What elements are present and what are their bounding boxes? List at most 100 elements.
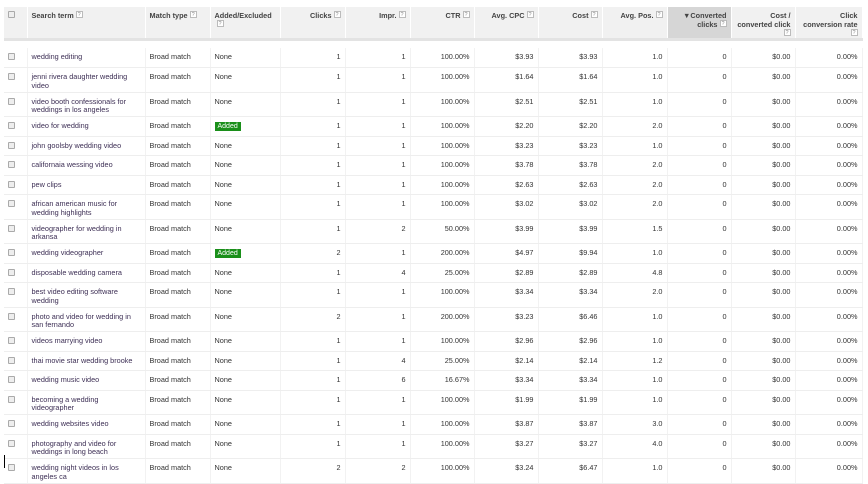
cell-ctr: 200.00% — [410, 243, 475, 264]
cell-impressions: 1 — [345, 390, 411, 415]
cell-search-term: californaia wessing video — [27, 155, 146, 176]
row-checkbox[interactable] — [8, 53, 15, 60]
help-icon[interactable]: ? — [719, 20, 727, 27]
cell-click-conversion-rate: 0.00% — [795, 390, 863, 415]
help-icon[interactable]: ? — [333, 11, 341, 18]
help-icon[interactable]: ? — [526, 11, 534, 18]
column-header-cost[interactable]: Cost? — [538, 7, 603, 41]
help-icon[interactable]: ? — [655, 11, 663, 18]
cell-match-type: Broad match — [145, 243, 211, 264]
cell-converted-clicks: 0 — [667, 155, 732, 176]
cell-clicks: 1 — [280, 175, 346, 195]
row-checkbox[interactable] — [8, 439, 15, 447]
cell-ctr: 200.00% — [410, 307, 475, 332]
help-icon[interactable]: ? — [216, 20, 224, 27]
cell-avg-cpc: $3.34 — [474, 282, 539, 308]
column-label: Cost — [572, 11, 589, 20]
row-checkbox[interactable] — [8, 312, 15, 320]
cell-impressions: 1 — [345, 116, 411, 137]
column-label: Clicks — [310, 11, 332, 20]
cell-ctr: 25.00% — [410, 351, 475, 371]
row-checkbox[interactable] — [8, 288, 15, 295]
row-checkbox[interactable] — [8, 224, 15, 232]
row-checkbox[interactable] — [8, 122, 15, 129]
cell-avg-cpc: $2.51 — [474, 92, 539, 117]
cell-added-excluded: None — [210, 414, 281, 435]
cell-clicks: 1 — [280, 331, 346, 352]
column-header-avg-pos[interactable]: Avg. Pos.? — [602, 7, 668, 41]
cell-clicks: 1 — [280, 390, 346, 415]
cell-clicks: 2 — [280, 307, 346, 332]
cell-avg-cpc: $3.23 — [474, 307, 539, 332]
help-icon[interactable]: ? — [75, 11, 83, 18]
cell-cost-per-converted-click: $0.00 — [731, 116, 796, 137]
help-icon[interactable]: ? — [783, 29, 791, 36]
row-checkbox[interactable] — [8, 395, 15, 403]
row-checkbox[interactable] — [8, 180, 15, 188]
cell-avg-cpc: $1.99 — [474, 390, 539, 415]
cell-clicks: 1 — [280, 219, 346, 244]
cell-search-term: best video editing software wedding — [27, 282, 146, 308]
cell-ctr: 100.00% — [410, 175, 475, 195]
help-icon[interactable]: ? — [850, 29, 858, 36]
cell-cost: $3.23 — [538, 136, 603, 156]
row-checkbox[interactable] — [8, 200, 15, 207]
cell-added-excluded: None — [210, 48, 281, 68]
help-icon[interactable]: ? — [590, 11, 598, 18]
column-label: Search term — [31, 11, 74, 20]
row-checkbox[interactable] — [8, 376, 15, 383]
row-checkbox[interactable] — [8, 97, 15, 105]
cell-cost: $2.89 — [538, 263, 603, 283]
cell-cost: $9.94 — [538, 243, 603, 264]
help-icon[interactable]: ? — [398, 11, 406, 18]
row-checkbox[interactable] — [8, 464, 15, 471]
row-checkbox[interactable] — [8, 141, 15, 149]
column-header-ctr[interactable]: CTR? — [410, 7, 475, 41]
select-all-checkbox[interactable] — [8, 11, 15, 18]
cell-cost-per-converted-click: $0.00 — [731, 458, 796, 484]
cell-avg-cpc: $2.63 — [474, 175, 539, 195]
cell-cost: $2.20 — [538, 116, 603, 137]
cell-clicks: 1 — [280, 136, 346, 156]
column-header-click-conversion-rate[interactable]: Click conversion rate? — [795, 7, 863, 41]
column-header-search-term[interactable]: Search term? — [27, 7, 146, 41]
row-checkbox[interactable] — [8, 337, 15, 344]
column-label: CTR — [445, 11, 461, 20]
column-header-avg-cpc[interactable]: Avg. CPC? — [474, 7, 539, 41]
row-checkbox[interactable] — [8, 249, 15, 256]
cell-converted-clicks: 0 — [667, 414, 732, 435]
cell-added-excluded: Added — [210, 243, 281, 264]
column-header-match-type[interactable]: Match type? — [145, 7, 211, 41]
row-select-cell — [4, 48, 28, 68]
cell-converted-clicks: 0 — [667, 175, 732, 195]
column-header-clicks[interactable]: Clicks? — [280, 7, 346, 41]
column-header-converted-clicks[interactable]: ▼Converted clicks? — [667, 7, 732, 41]
cell-impressions: 1 — [345, 331, 411, 352]
text-cursor — [4, 455, 5, 468]
cell-clicks: 2 — [280, 243, 346, 264]
cell-clicks: 1 — [280, 414, 346, 435]
cell-converted-clicks: 0 — [667, 219, 732, 244]
cell-converted-clicks: 0 — [667, 263, 732, 283]
row-checkbox[interactable] — [8, 420, 15, 427]
cell-impressions: 1 — [345, 194, 411, 220]
cell-avg-cpc: $3.27 — [474, 434, 539, 459]
row-checkbox[interactable] — [8, 161, 15, 168]
row-select-cell — [4, 263, 28, 283]
column-header-impressions[interactable]: Impr.? — [345, 7, 411, 41]
cell-cost: $3.93 — [538, 48, 603, 68]
cell-match-type: Broad match — [145, 414, 211, 435]
help-icon[interactable]: ? — [189, 11, 197, 18]
column-header-added-excluded[interactable]: Added/Excluded? — [210, 7, 281, 41]
row-checkbox[interactable] — [8, 73, 15, 80]
help-icon[interactable]: ? — [462, 11, 470, 18]
cell-cost-per-converted-click: $0.00 — [731, 434, 796, 459]
table-row: video for wedding Broad match Added 1 1 100.0… — [4, 116, 863, 137]
row-checkbox[interactable] — [8, 356, 15, 364]
cell-converted-clicks: 0 — [667, 390, 732, 415]
cell-added-excluded: None — [210, 434, 281, 459]
row-checkbox[interactable] — [8, 268, 15, 276]
table-header: Search term? Match type? Added/Excluded? Cl… — [4, 7, 863, 41]
column-header-cost-per-converted-click[interactable]: Cost / converted click? — [731, 7, 796, 41]
row-select-cell — [4, 351, 28, 371]
